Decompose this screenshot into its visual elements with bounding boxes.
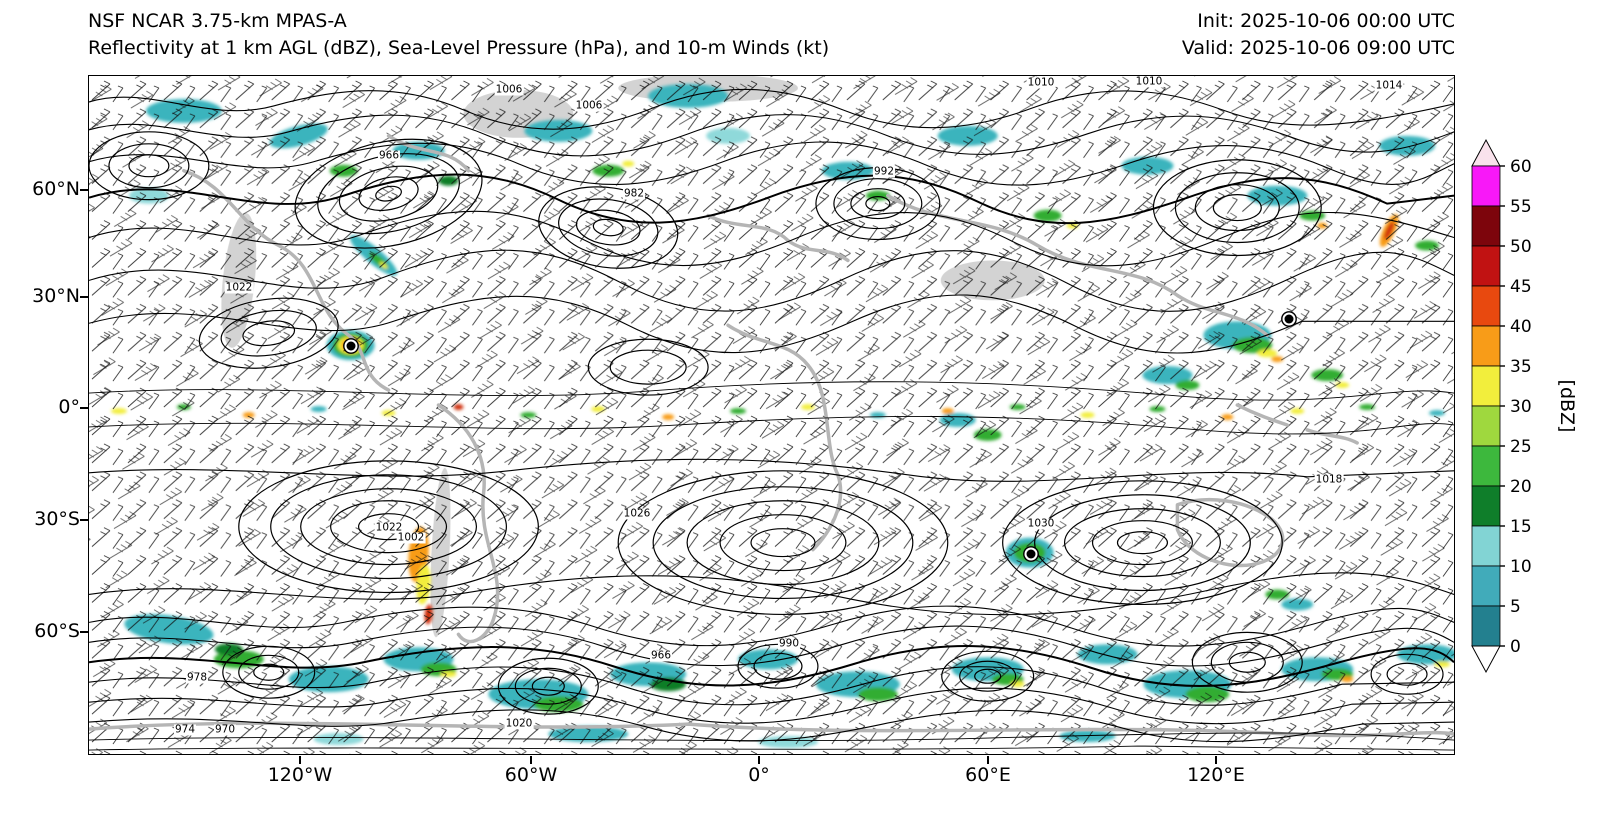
x-tick-mark [1215,756,1217,764]
colorbar-segment [1471,165,1501,207]
colorbar-segment [1471,565,1501,607]
y-tick-mark [80,189,88,191]
colorbar-segment [1471,405,1501,447]
x-tick-label: 60°E [965,764,1011,786]
pressure-contour-label: 1014 [1374,79,1404,92]
x-tick-mark [299,756,301,764]
pressure-contour-label: 970 [213,723,237,736]
valid-time: Valid: 2025-10-06 09:00 UTC [1181,37,1455,59]
colorbar-tick-label: 25 [1510,437,1532,457]
pressure-contour-label: 1002 [396,531,426,544]
colorbar-axis-label: [dBZ] [1556,379,1578,433]
pressure-contour-label: 1020 [504,717,534,730]
colorbar-tick-label: 60 [1510,157,1532,177]
pressure-contour-label: 1006 [574,99,604,112]
x-tick-mark [758,756,760,764]
colorbar-tick-label: 10 [1510,557,1532,577]
pressure-contour-label: 1006 [494,83,524,96]
colorbar-segment [1471,365,1501,407]
pressure-contour-label: 1022 [374,521,404,534]
colorbar-tick-label: 30 [1510,397,1532,417]
colorbar-segment [1471,205,1501,247]
cyclone-marker [1284,314,1294,324]
pressure-contour-label: 1010 [1026,76,1056,89]
y-tick-mark [80,519,88,521]
run-times: Init: 2025-10-06 00:00 UTC Valid: 2025-1… [1182,8,1455,62]
fields-subtitle: Reflectivity at 1 km AGL (dBZ), Sea-Leve… [88,37,830,59]
colorbar-segment [1471,525,1501,567]
x-tick-label: 0° [748,764,770,786]
colorbar-tick-label: 35 [1510,357,1532,377]
colorbar-segment [1471,445,1501,487]
wind-barbs-texture-2 [89,76,1454,754]
x-tick-label: 120°W [267,764,333,786]
x-tick-mark [987,756,989,764]
x-tick-mark [530,756,532,764]
colorbar-under-arrow [1471,645,1501,674]
colorbar-tick-label: 0 [1510,637,1521,657]
colorbar-segment [1471,285,1501,327]
cyclone-marker [346,341,356,351]
colorbar-tick-label: 40 [1510,317,1532,337]
pressure-contour-label: 1022 [224,281,254,294]
colorbar-tick-label: 15 [1510,517,1532,537]
colorbar-tick-label: 45 [1510,277,1532,297]
colorbar-segment [1471,325,1501,367]
pressure-contour-label: 990 [777,637,801,650]
x-tick-label: 60°W [504,764,558,786]
pressure-contour-label: 1018 [1314,473,1344,486]
pressure-centers [89,131,1444,715]
map-plot-area: 1006 1010 1006 1014 1010 966 982 992 1022 1022 102… [88,75,1455,755]
y-tick-label: 30°S [34,508,80,530]
y-tick-mark [80,296,88,298]
y-tick-label: 60°N [32,178,80,200]
pressure-contour-label: 1026 [622,507,652,520]
y-tick-label: 0° [58,396,80,418]
pressure-contour-label: 966 [377,149,401,162]
colorbar-container: 60 55 50 45 40 35 30 25 20 15 10 5 0 [1468,138,1558,678]
figure-title: NSF NCAR 3.75-km MPAS-A Reflectivity at … [88,8,829,62]
colorbar-over-arrow [1471,138,1501,167]
colorbar-tick-label: 5 [1510,597,1521,617]
y-tick-label: 30°N [32,285,80,307]
colorbar-segment [1471,605,1501,647]
colorbar-segment [1471,245,1501,287]
colorbar-segment [1471,485,1501,527]
colorbar-tick-label: 20 [1510,477,1532,497]
pressure-contours [89,88,1454,751]
pressure-contour-label: 978 [185,671,209,684]
x-tick-label: 120°E [1187,764,1245,786]
pressure-contour-label: 992 [872,165,896,178]
pressure-contour-label: 974 [173,723,197,736]
weather-map-canvas [89,76,1454,754]
init-time: Init: 2025-10-06 00:00 UTC [1197,10,1455,32]
colorbar-tick-label: 50 [1510,237,1532,257]
pressure-contour-label: 1030 [1026,517,1056,530]
y-tick-mark [80,407,88,409]
cyclone-marker [1026,549,1036,559]
model-name: NSF NCAR 3.75-km MPAS-A [88,10,347,32]
y-tick-mark [80,631,88,633]
pressure-contour-label: 1010 [1134,75,1164,88]
pressure-contour-label: 982 [622,187,646,200]
colorbar-tick-label: 55 [1510,197,1532,217]
y-tick-label: 60°S [34,620,80,642]
pressure-contour-label: 966 [649,649,673,662]
